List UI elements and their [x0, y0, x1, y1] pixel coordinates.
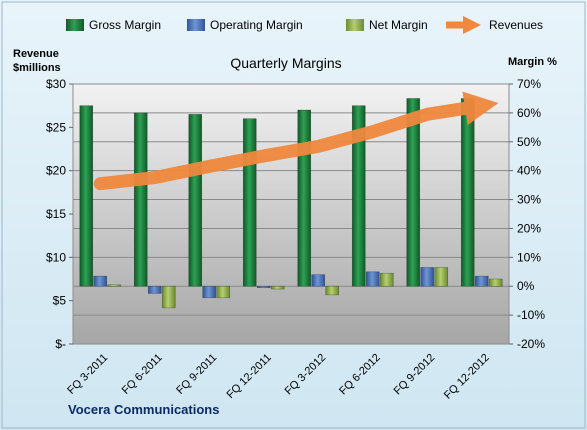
revenue-trend [93, 91, 499, 191]
left-tick-label: $25 [46, 120, 66, 134]
right-axis-title: Margin % [508, 56, 557, 68]
bar-operating-margin [365, 271, 380, 287]
legend-label-net-margin: Net Margin [369, 18, 428, 32]
bar-net-margin [107, 284, 122, 287]
bar-operating-margin [202, 285, 217, 299]
left-tick-label: $20 [46, 164, 66, 178]
right-tick-label: -10% [517, 308, 545, 322]
legend-label-operating-margin: Operating Margin [210, 18, 303, 32]
bar-net-margin [488, 278, 503, 287]
right-tick-label: 40% [517, 164, 541, 178]
bar-gross-margin [297, 109, 312, 287]
bar-gross-margin [460, 98, 475, 287]
bar-net-margin [379, 272, 394, 287]
legend-swatch-operating-margin [187, 19, 205, 31]
right-axis-ticks: 70% 60% 50% 40% 30% 20% 10% 0% -10% -20% [509, 77, 545, 351]
bar-net-margin [270, 285, 285, 290]
bar-gross-margin [242, 118, 257, 287]
bar-net-margin [216, 285, 231, 299]
bar-gross-margin [79, 105, 94, 287]
legend-label-revenues: Revenues [489, 18, 543, 32]
bar-net-margin [161, 285, 176, 309]
left-axis-title-line2: $millions [13, 62, 61, 74]
left-axis-ticks: $30 $25 $20 $15 $10 $5 $- [46, 77, 73, 351]
bar-operating-margin [420, 267, 435, 287]
right-tick-label: 70% [517, 77, 541, 91]
bar-operating-margin [93, 275, 108, 287]
left-tick-label: $30 [46, 77, 66, 91]
left-tick-label: $10 [46, 250, 66, 264]
right-tick-label: 60% [517, 106, 541, 120]
right-tick-label: 0% [517, 279, 535, 293]
bar-operating-margin [311, 274, 326, 287]
right-tick-label: 30% [517, 193, 541, 207]
chart-title: Quarterly Margins [230, 55, 341, 71]
legend-swatch-gross-margin [66, 19, 84, 31]
bar-operating-margin [256, 285, 271, 289]
bar-operating-margin [474, 275, 489, 287]
legend-label-gross-margin: Gross Margin [89, 18, 161, 32]
right-tick-label: 50% [517, 135, 541, 149]
left-axis-title-line1: Revenue [13, 48, 59, 60]
revenue-trend-line [93, 91, 499, 191]
bar-gross-margin [406, 98, 421, 287]
bar-operating-margin [147, 285, 162, 294]
bar-net-margin [325, 285, 340, 296]
right-tick-label: 20% [517, 221, 541, 235]
left-tick-label: $15 [46, 207, 66, 221]
footer-company-name: Vocera Communications [68, 402, 219, 417]
bar-gross-margin [351, 105, 366, 287]
right-tick-label: 10% [517, 250, 541, 264]
bar-net-margin [434, 267, 449, 287]
bar-gross-margin [133, 112, 148, 287]
bar-gross-margin [188, 114, 203, 287]
legend-swatch-net-margin [346, 19, 364, 31]
right-tick-label: -20% [517, 337, 545, 351]
legend: Gross Margin Operating Margin Net Margin… [66, 15, 543, 35]
left-tick-label: $5 [53, 294, 67, 308]
left-tick-label: $- [55, 337, 66, 351]
